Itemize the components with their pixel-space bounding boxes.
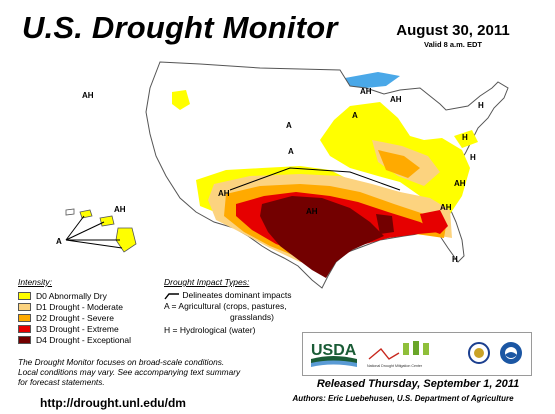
impact-legend: Drought Impact Types: Delineates dominan…: [164, 277, 324, 336]
legend-item-d2: D2 Drought - Severe: [18, 312, 131, 323]
legend-label-d0: D0 Abnormally Dry: [36, 290, 107, 301]
label-a-plains: A: [286, 121, 292, 130]
hawaii-kauai: [65, 208, 75, 216]
drought-url-link[interactable]: http://drought.unl.edu/dm: [40, 396, 186, 410]
impact-line-2: [65, 221, 105, 241]
map-date: August 30, 2011: [396, 22, 510, 39]
svg-text:USDA: USDA: [311, 342, 357, 359]
date-block: August 30, 2011 Valid 8 a.m. EDT: [378, 22, 528, 49]
legend-item-d3: D3 Drought - Extreme: [18, 323, 131, 334]
label-a-nebraska: A: [288, 147, 294, 156]
label-ah-michigan: AH: [390, 95, 402, 104]
svg-text:National Drought Mitigation Ce: National Drought Mitigation Center: [367, 364, 423, 368]
valid-time: Valid 8 a.m. EDT: [424, 40, 482, 49]
legend-item-d4: D4 Drought - Exceptional: [18, 334, 131, 345]
footnote-line-3: for forecast statements.: [18, 377, 105, 387]
hawaii-oahu: [79, 209, 93, 219]
authors: Authors: Eric Luebehusen, U.S. Departmen…: [292, 394, 514, 403]
impact-line-4: [65, 239, 123, 249]
legend-label-d1: D1 Drought - Moderate: [36, 301, 123, 312]
lake-superior: [345, 72, 400, 88]
label-ah-great-lakes: AH: [360, 87, 372, 96]
impact-delineate-label: Delineates dominant impacts: [182, 290, 292, 300]
legend-swatch-d4: [18, 335, 31, 344]
hawaii-maui: [99, 215, 115, 227]
d4-louisiana: [376, 214, 394, 234]
intensity-legend: Intensity: D0 Abnormally Dry D1 Drought …: [18, 277, 131, 345]
label-h-florida: H: [452, 255, 458, 264]
impact-heading: Drought Impact Types:: [164, 277, 250, 287]
legend-item-d0: D0 Abnormally Dry: [18, 290, 131, 301]
department-of-commerce-seal-icon: [468, 342, 490, 364]
drought-map: AH AH A AH A A A AH H H H AH AH AH AH H: [56, 61, 509, 289]
legend-label-d4: D4 Drought - Exceptional: [36, 334, 131, 345]
impact-lines: [65, 167, 401, 249]
d0-northwest: [172, 90, 190, 110]
d3-georgia: [420, 210, 448, 234]
impact-delineate-row: Delineates dominant impacts: [164, 290, 324, 301]
label-ah-texas: AH: [306, 207, 318, 216]
noaa-logo-icon: [500, 342, 522, 364]
label-h-virginia: H: [470, 153, 476, 162]
label-ah-northwest: AH: [82, 91, 94, 100]
impact-line-1: [65, 215, 85, 241]
label-h-pennsylvania: H: [462, 133, 468, 142]
label-a-hawaii: A: [56, 237, 62, 246]
drought-areas: [172, 90, 478, 278]
ndmc-logo: National Drought Mitigation Center: [367, 341, 429, 368]
legend-heading: Intensity:: [18, 277, 53, 287]
legend-item-d1: D1 Drought - Moderate: [18, 301, 131, 312]
hawaii-big-island: [115, 227, 137, 253]
label-ah-southeast: AH: [454, 179, 466, 188]
d0-northeast: [454, 130, 478, 148]
legend-label-d3: D3 Drought - Extreme: [36, 323, 119, 334]
footnote-line-1: The Drought Monitor focuses on broad-sca…: [18, 357, 225, 367]
logo-strip: USDA National Drought Mitigation Center: [311, 341, 522, 368]
usda-logo: USDA: [311, 342, 357, 367]
footnote-line-2: Local conditions may vary. See accompany…: [18, 367, 241, 377]
legend-swatch-d1: [18, 302, 31, 311]
map-title: U.S. Drought Monitor: [22, 10, 338, 45]
impact-line-plains: [229, 167, 401, 191]
hawaii: [65, 208, 137, 253]
impact-labels: AH AH A AH A A A AH H H H AH AH AH AH H: [56, 87, 484, 264]
impact-agricultural-continued: grasslands): [230, 312, 274, 322]
label-h-northeast: H: [478, 101, 484, 110]
label-ah-southwest: AH: [218, 189, 230, 198]
impact-line-icon: [164, 293, 179, 300]
d2-midwest: [378, 150, 420, 178]
footnote: The Drought Monitor focuses on broad-sca…: [18, 357, 288, 387]
legend-swatch-d2: [18, 313, 31, 322]
label-ah-south: AH: [440, 203, 452, 212]
label-ah-hawaii: AH: [114, 205, 126, 214]
legend-swatch-d0: [18, 291, 31, 300]
agency-logos: USDA National Drought Mitigation Center: [302, 332, 532, 376]
legend-label-d2: D2 Drought - Severe: [36, 312, 114, 323]
release-date: Released Thursday, September 1, 2011: [316, 378, 520, 390]
impact-agricultural-label: A = Agricultural (crops, pastures,: [164, 301, 287, 311]
impact-hydrological-label: H = Hydrological (water): [164, 325, 256, 335]
label-a-upper-midwest: A: [352, 111, 358, 120]
d4-texas-oklahoma: [260, 196, 384, 278]
legend-swatch-d3: [18, 324, 31, 333]
